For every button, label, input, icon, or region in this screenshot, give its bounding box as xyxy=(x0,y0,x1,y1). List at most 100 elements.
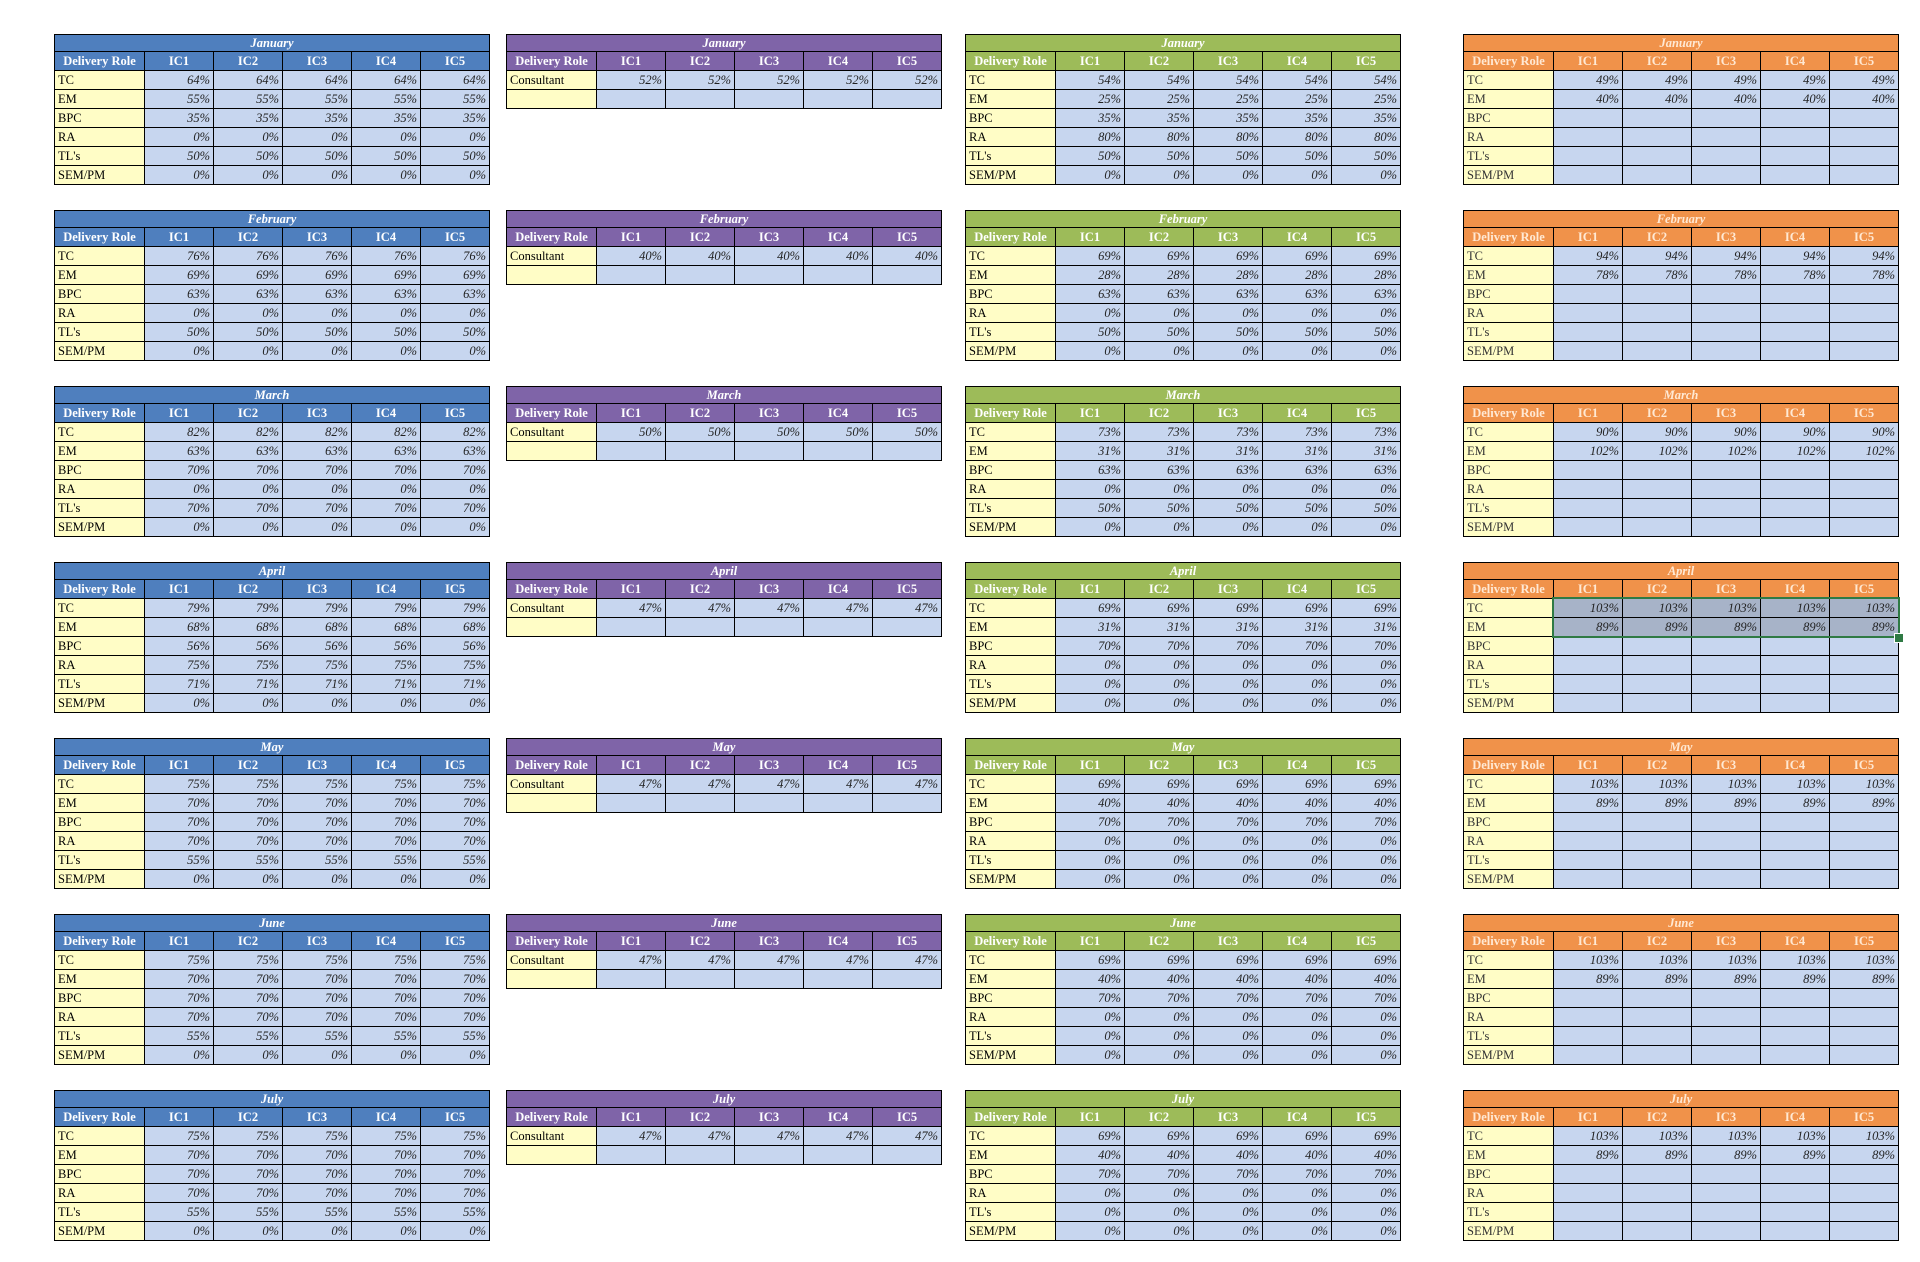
header-ic2[interactable]: IC2 xyxy=(1124,1107,1194,1127)
header-ic2[interactable]: IC2 xyxy=(1622,755,1692,775)
role-cell[interactable]: RA xyxy=(54,127,145,147)
header-ic5[interactable]: IC5 xyxy=(1330,755,1402,775)
value-cell[interactable] xyxy=(1828,498,1900,518)
value-cell[interactable] xyxy=(1622,1221,1692,1241)
value-cell[interactable]: 25% xyxy=(1124,89,1194,109)
value-cell[interactable]: 0% xyxy=(1124,1202,1194,1222)
value-cell[interactable] xyxy=(1622,674,1692,694)
value-cell[interactable]: 70% xyxy=(1055,636,1125,656)
header-ic4[interactable]: IC4 xyxy=(351,579,421,599)
value-cell[interactable]: 75% xyxy=(282,774,352,794)
value-cell[interactable]: 56% xyxy=(282,636,352,656)
role-cell[interactable]: TL's xyxy=(1463,322,1554,342)
value-cell[interactable] xyxy=(1760,869,1830,889)
value-cell[interactable]: 70% xyxy=(419,460,491,480)
value-cell[interactable]: 47% xyxy=(734,950,804,970)
value-cell[interactable]: 50% xyxy=(1193,322,1263,342)
value-cell[interactable]: 28% xyxy=(1330,265,1402,285)
value-cell[interactable] xyxy=(1828,693,1900,713)
month-title[interactable]: April xyxy=(964,562,1402,580)
value-cell[interactable] xyxy=(1622,1164,1692,1184)
role-cell[interactable]: SEM/PM xyxy=(54,165,145,185)
value-cell[interactable]: 0% xyxy=(1262,1183,1332,1203)
role-cell[interactable]: SEM/PM xyxy=(54,341,145,361)
value-cell[interactable] xyxy=(1760,636,1830,656)
value-cell[interactable]: 35% xyxy=(1193,108,1263,128)
role-cell[interactable]: TL's xyxy=(54,1202,145,1222)
value-cell[interactable]: 28% xyxy=(1055,265,1125,285)
value-cell[interactable]: 35% xyxy=(1124,108,1194,128)
value-cell[interactable]: 0% xyxy=(1055,655,1125,675)
value-cell[interactable]: 75% xyxy=(282,1126,352,1146)
value-cell[interactable] xyxy=(596,1145,666,1165)
value-cell[interactable] xyxy=(1553,850,1623,870)
header-ic3[interactable]: IC3 xyxy=(1193,1107,1263,1127)
role-cell[interactable]: TL's xyxy=(1463,850,1554,870)
value-cell[interactable] xyxy=(1553,674,1623,694)
value-cell[interactable]: 0% xyxy=(1193,517,1263,537)
value-cell[interactable]: 0% xyxy=(1193,674,1263,694)
header-ic2[interactable]: IC2 xyxy=(1124,227,1194,247)
value-cell[interactable]: 80% xyxy=(1124,127,1194,147)
value-cell[interactable]: 69% xyxy=(1055,950,1125,970)
value-cell[interactable]: 94% xyxy=(1760,246,1830,266)
value-cell[interactable]: 0% xyxy=(1193,1202,1263,1222)
value-cell[interactable] xyxy=(1622,1026,1692,1046)
value-cell[interactable]: 75% xyxy=(144,1126,214,1146)
value-cell[interactable]: 89% xyxy=(1553,617,1623,637)
month-title[interactable]: January xyxy=(1462,34,1900,52)
value-cell[interactable] xyxy=(1622,303,1692,323)
role-cell[interactable]: TC xyxy=(1463,598,1554,618)
value-cell[interactable] xyxy=(1760,1202,1830,1222)
header-ic1[interactable]: IC1 xyxy=(1553,755,1623,775)
role-cell[interactable] xyxy=(506,793,597,813)
value-cell[interactable]: 54% xyxy=(1124,70,1194,90)
value-cell[interactable] xyxy=(1828,869,1900,889)
value-cell[interactable]: 70% xyxy=(282,1145,352,1165)
header-ic3[interactable]: IC3 xyxy=(734,51,804,71)
value-cell[interactable]: 0% xyxy=(1330,1026,1402,1046)
value-cell[interactable]: 50% xyxy=(734,422,804,442)
value-cell[interactable]: 0% xyxy=(1124,674,1194,694)
value-cell[interactable]: 70% xyxy=(1193,636,1263,656)
value-cell[interactable]: 70% xyxy=(282,831,352,851)
value-cell[interactable]: 31% xyxy=(1124,441,1194,461)
value-cell[interactable]: 75% xyxy=(282,950,352,970)
value-cell[interactable] xyxy=(1691,674,1761,694)
value-cell[interactable]: 50% xyxy=(1330,146,1402,166)
header-ic5[interactable]: IC5 xyxy=(1828,227,1900,247)
value-cell[interactable]: 70% xyxy=(282,460,352,480)
value-cell[interactable]: 69% xyxy=(1124,1126,1194,1146)
value-cell[interactable]: 70% xyxy=(144,988,214,1008)
value-cell[interactable]: 63% xyxy=(419,441,491,461)
value-cell[interactable]: 89% xyxy=(1828,793,1900,813)
value-cell[interactable]: 0% xyxy=(1055,303,1125,323)
value-cell[interactable]: 89% xyxy=(1553,793,1623,813)
value-cell[interactable]: 70% xyxy=(1193,1164,1263,1184)
value-cell[interactable]: 0% xyxy=(1262,1045,1332,1065)
value-cell[interactable]: 35% xyxy=(1330,108,1402,128)
value-cell[interactable]: 69% xyxy=(419,265,491,285)
value-cell[interactable]: 0% xyxy=(1055,850,1125,870)
role-cell[interactable]: TC xyxy=(965,774,1056,794)
value-cell[interactable]: 79% xyxy=(213,598,283,618)
value-cell[interactable]: 82% xyxy=(144,422,214,442)
value-cell[interactable]: 70% xyxy=(213,812,283,832)
value-cell[interactable]: 0% xyxy=(1262,674,1332,694)
value-cell[interactable]: 49% xyxy=(1760,70,1830,90)
value-cell[interactable]: 52% xyxy=(871,70,943,90)
value-cell[interactable] xyxy=(1828,127,1900,147)
value-cell[interactable] xyxy=(1828,655,1900,675)
value-cell[interactable] xyxy=(665,441,735,461)
value-cell[interactable]: 70% xyxy=(351,1164,421,1184)
value-cell[interactable]: 31% xyxy=(1055,617,1125,637)
role-cell[interactable]: TL's xyxy=(54,498,145,518)
value-cell[interactable] xyxy=(1622,1202,1692,1222)
role-cell[interactable]: SEM/PM xyxy=(1463,1221,1554,1241)
value-cell[interactable] xyxy=(1553,1183,1623,1203)
value-cell[interactable] xyxy=(1691,517,1761,537)
value-cell[interactable]: 40% xyxy=(1124,969,1194,989)
value-cell[interactable]: 73% xyxy=(1330,422,1402,442)
header-ic4[interactable]: IC4 xyxy=(1262,755,1332,775)
value-cell[interactable]: 76% xyxy=(144,246,214,266)
